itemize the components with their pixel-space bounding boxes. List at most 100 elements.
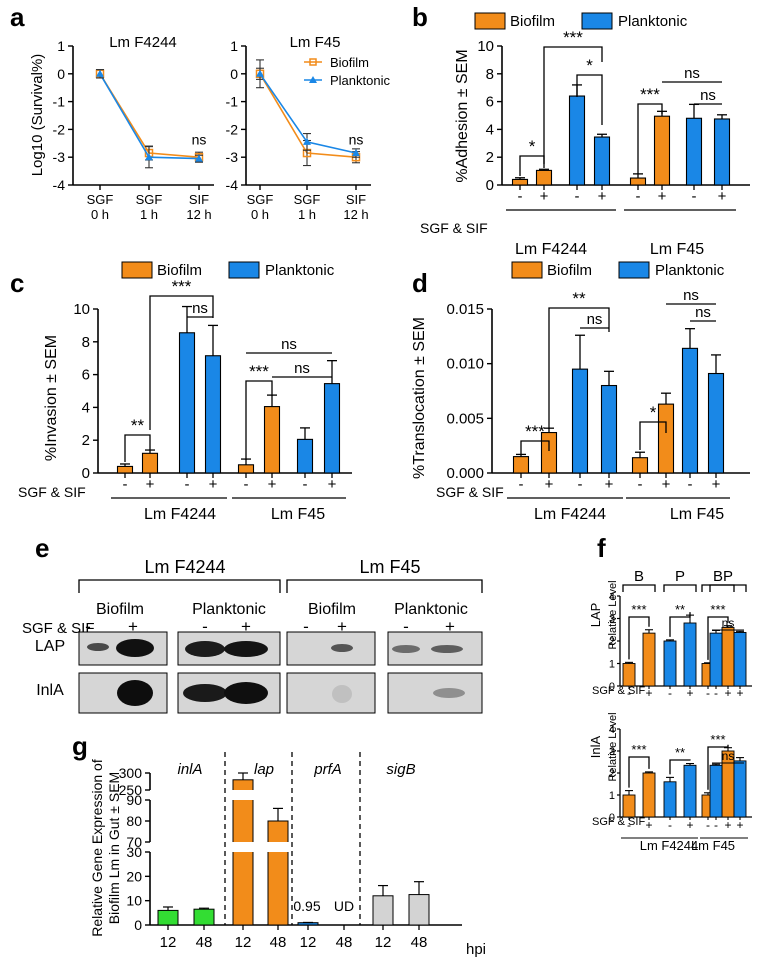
- e-blot-lap-biofilm-f45: [286, 631, 376, 666]
- b-group-f4244: Lm F4244: [515, 241, 587, 258]
- d-treatment-2: +: [545, 476, 554, 493]
- b-treatment-2: +: [540, 188, 549, 205]
- g-ylabel-line1: Relative Gene Expression of: [89, 759, 105, 937]
- e-lane-sign-6: +: [337, 617, 347, 636]
- e-band-lap-4: [224, 641, 268, 657]
- a-legend-biofilm: Biofilm: [330, 55, 369, 70]
- f-lap-sig-label-1: ***: [631, 602, 646, 617]
- f-inla-sig-bracket-3: [707, 744, 729, 790]
- c-treatment-2: +: [146, 476, 155, 493]
- b-ytick-label: 2: [486, 149, 494, 166]
- a2-xtick-sublabel: 12 h: [343, 207, 368, 222]
- b-treatment-7: -: [692, 188, 697, 205]
- c-treatment-1: -: [123, 476, 128, 493]
- c-sig-bracket-1: [124, 434, 151, 462]
- panel-letter-a: a: [10, 2, 25, 32]
- a2-ytick-label: -2: [226, 121, 239, 137]
- g-ytick-label: 250: [119, 782, 143, 798]
- b-ytick-label: 6: [486, 94, 494, 111]
- f-lap-sig-label-3: ***: [710, 602, 725, 617]
- a2-xtick-label: SIF: [346, 192, 366, 207]
- g-xtick-label: 48: [270, 934, 287, 951]
- c-group-f4244: Lm F4244: [144, 506, 216, 523]
- f-group-tag-bracket-2: [663, 584, 697, 592]
- panel-e-western-blot: Lm F4244 Lm F45 Biofilm Planktonic Biofi…: [22, 557, 483, 714]
- c-bar-7: [296, 438, 314, 474]
- f-lap-sig-bracket-2: [669, 612, 691, 637]
- f-top-protein: LAP: [588, 603, 603, 628]
- b-treatment-6: +: [658, 188, 667, 205]
- e-band-lap-2: [116, 639, 154, 657]
- g-ytick-label: 30: [126, 844, 142, 860]
- c-ylabel: %Invasion ± SEM: [43, 335, 60, 461]
- b-sig-label-5: ns: [684, 65, 700, 82]
- f-lap-ytick-label: 2: [609, 636, 615, 648]
- f-lap-treatment-8: +: [736, 686, 743, 700]
- g-axis-break-2: [228, 790, 290, 800]
- panel-b-adhesion-chart: Biofilm Planktonic %Adhesion ± SEM 0 2 4 6 8…: [420, 12, 750, 258]
- g-xtick-label: 12: [160, 934, 177, 951]
- d-ylabel: %Translocation ± SEM: [411, 317, 428, 479]
- c-treatment-6: +: [268, 476, 277, 493]
- d-sig-label-1: ***: [525, 422, 545, 441]
- f-group-tag-bracket-1: [622, 584, 656, 592]
- f-inla-ytick-label: 3: [609, 746, 615, 758]
- c-ytick-label: 0: [82, 465, 90, 482]
- g-xtick-label: 48: [411, 934, 428, 951]
- b-treatment-4: +: [598, 188, 607, 205]
- g-xtick-label: 48: [196, 934, 213, 951]
- c-sig-label-1: **: [131, 416, 145, 435]
- d-treatment-1: -: [519, 476, 524, 493]
- e-strain-f45: Lm F45: [359, 557, 420, 577]
- f-lap-bar-8: [733, 632, 747, 687]
- f-lap-sig-label-2: **: [675, 602, 685, 617]
- f-inla-bar-7: [709, 764, 723, 818]
- f-inla-treatment-4: +: [686, 818, 693, 832]
- e-lane-sign-4: +: [241, 617, 251, 636]
- d-ytick-label: 0.010: [446, 356, 484, 373]
- d-treatment-4: +: [605, 476, 614, 493]
- c-sig-label-2: ***: [172, 277, 192, 296]
- f-inla-ytick-label: 0: [609, 812, 615, 824]
- c-sig-label-6: ns: [294, 360, 310, 377]
- c-ytick-label: 4: [82, 399, 90, 416]
- c-ytick-label: 8: [82, 334, 90, 351]
- a1-xtick-label: SGF: [87, 192, 114, 207]
- f-inla-ytick-label: 1: [609, 790, 615, 802]
- b-group-f45: Lm F45: [650, 241, 704, 258]
- g-ytick-label: 80: [126, 813, 142, 829]
- e-band-inla-8: [433, 688, 465, 698]
- c-ytick-label: 10: [73, 301, 90, 318]
- d-group-f4244: Lm F4244: [534, 506, 606, 523]
- b-sig-label-6: ns: [700, 87, 716, 104]
- e-label-planktonic-2: Planktonic: [394, 601, 468, 618]
- g-ylabel-line2: Biofilm Lm in Gut ± SEM: [106, 772, 122, 924]
- c-bar-8: [323, 383, 341, 474]
- f-group-tag-bracket-4: [709, 584, 747, 592]
- f-lap-ytick-label: 4: [609, 591, 615, 603]
- e-label-biofilm-1: Biofilm: [96, 601, 144, 618]
- g-bar-inlA-48: [193, 908, 215, 926]
- g-xunit: hpi: [466, 941, 486, 958]
- a1-point-planktonic: [96, 69, 104, 77]
- f-lap-ytick-label: 0: [609, 681, 615, 693]
- b-treatment-8: +: [718, 188, 727, 205]
- b-ytick-label: 4: [486, 121, 494, 138]
- c-legend-planktonic: Planktonic: [265, 262, 335, 279]
- f-lap-bar-2: [642, 632, 656, 687]
- f-lap-bar-7: [709, 632, 723, 687]
- a1-xtick-sublabel: 12 h: [186, 207, 211, 222]
- g-xtick-label: 12: [300, 934, 317, 951]
- d-bar-6: [657, 403, 675, 474]
- e-strain-f4244: Lm F4244: [144, 557, 225, 577]
- b-legend-biofilm-swatch: [474, 12, 506, 30]
- d-bar-5: [631, 457, 649, 474]
- f-group-tag-1: B: [634, 568, 644, 585]
- c-bar-5: [237, 464, 255, 474]
- a-title-f45: Lm F45: [290, 34, 341, 51]
- g-ytick-label: 90: [126, 792, 142, 808]
- panel-letter-b: b: [412, 2, 428, 32]
- a1-xtick-label: SIF: [189, 192, 209, 207]
- a-title-f4244: Lm F4244: [109, 34, 177, 51]
- f-group-tag-2: P: [675, 568, 685, 585]
